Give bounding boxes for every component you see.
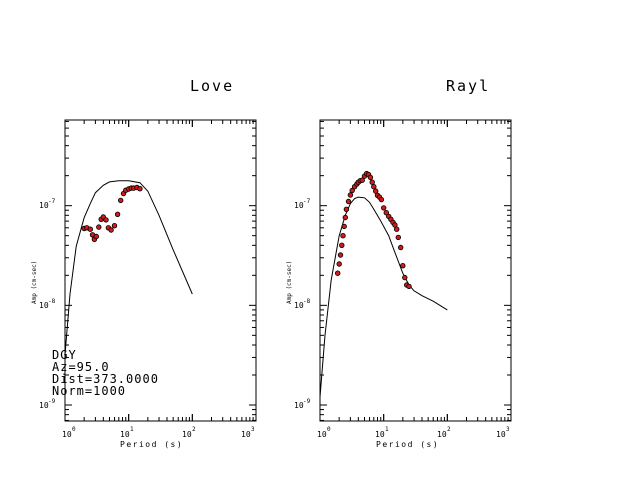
x-tick-label: 10 xyxy=(496,430,506,439)
model-curve xyxy=(64,180,193,355)
y-axis-label: Amp (cm-sec) xyxy=(31,261,38,304)
data-point xyxy=(394,226,400,232)
annotation-line: Norm=1000 xyxy=(52,384,126,398)
data-point xyxy=(337,252,344,258)
data-point xyxy=(378,196,385,203)
x-tick-label: 10 xyxy=(437,430,447,439)
plot-frame xyxy=(319,119,512,422)
y-tick-exponent: -9 xyxy=(48,398,56,405)
y-tick-exponent: -8 xyxy=(48,298,56,305)
y-tick-label: 10 xyxy=(294,301,304,310)
data-point xyxy=(341,223,347,230)
x-tick-label: 10 xyxy=(375,430,385,439)
data-point xyxy=(114,211,121,217)
data-point xyxy=(349,187,355,194)
data-point xyxy=(108,227,114,233)
annotation-line: Az=95.0 xyxy=(52,360,110,374)
data-point xyxy=(371,183,377,190)
data-point xyxy=(342,214,348,221)
chart-title: Love xyxy=(190,77,234,95)
data-point xyxy=(359,177,365,183)
chart-title: Rayl xyxy=(446,77,490,95)
data-point xyxy=(345,198,352,205)
data-point xyxy=(343,206,350,212)
y-tick-exponent: -9 xyxy=(303,398,311,405)
x-tick-exponent: 1 xyxy=(130,426,134,433)
data-point xyxy=(96,224,102,230)
data-point xyxy=(367,174,374,181)
x-tick-exponent: 0 xyxy=(72,426,76,433)
model-curve xyxy=(319,196,448,398)
data-point xyxy=(335,270,341,276)
x-tick-label: 10 xyxy=(120,430,130,439)
axis-ticks xyxy=(64,120,257,421)
x-tick-exponent: 2 xyxy=(447,426,451,433)
axis-ticks xyxy=(319,120,512,421)
data-point xyxy=(402,274,408,281)
y-axis-label: Amp (cm-sec) xyxy=(286,261,293,304)
x-axis-label: Period (s) xyxy=(120,440,183,449)
station-annotation: DGY Az=95.0 Dist=373.0000 Norm=1000 xyxy=(52,348,159,398)
x-tick-label: 10 xyxy=(182,430,192,439)
y-tick-label: 10 xyxy=(39,201,49,210)
x-tick-label: 10 xyxy=(317,430,327,439)
data-point xyxy=(406,283,412,290)
x-tick-exponent: 3 xyxy=(251,426,255,433)
data-point xyxy=(111,222,118,229)
love-panel: Love 10 0 10 1 10 2 10 3 10 -9 10 -8 10 … xyxy=(31,77,257,449)
data-point xyxy=(398,244,404,251)
data-point xyxy=(395,234,401,241)
rayl-panel: Rayl 10 0 10 1 10 2 10 3 10 -9 10 -8 10 … xyxy=(286,77,512,449)
series-layer xyxy=(319,170,448,398)
x-tick-label: 10 xyxy=(62,430,72,439)
y-tick-label: 10 xyxy=(294,401,304,410)
x-tick-label: 10 xyxy=(241,430,251,439)
data-point xyxy=(340,232,346,239)
data-point xyxy=(400,263,406,269)
x-tick-exponent: 1 xyxy=(385,426,389,433)
data-point xyxy=(93,233,99,240)
data-point xyxy=(383,209,389,216)
x-tick-exponent: 0 xyxy=(327,426,331,433)
series-layer xyxy=(64,180,193,355)
x-tick-exponent: 3 xyxy=(506,426,510,433)
y-tick-exponent: -7 xyxy=(48,198,56,205)
data-point xyxy=(137,185,143,192)
x-tick-exponent: 2 xyxy=(192,426,196,433)
y-tick-exponent: -8 xyxy=(303,298,311,305)
y-tick-label: 10 xyxy=(294,201,304,210)
annotation-line: DGY xyxy=(52,348,77,362)
y-tick-label: 10 xyxy=(39,401,49,410)
data-point xyxy=(381,205,387,211)
data-point xyxy=(347,192,354,198)
plot-frame xyxy=(64,119,257,422)
data-point xyxy=(87,226,93,232)
data-point xyxy=(369,179,375,185)
data-point xyxy=(103,217,109,223)
x-axis-label: Period (s) xyxy=(376,440,439,449)
y-tick-exponent: -7 xyxy=(303,198,311,205)
data-point xyxy=(336,261,342,267)
annotation-line: Dist=373.0000 xyxy=(52,372,159,386)
data-point xyxy=(339,242,345,248)
y-tick-label: 10 xyxy=(39,301,49,310)
data-point xyxy=(117,197,124,204)
